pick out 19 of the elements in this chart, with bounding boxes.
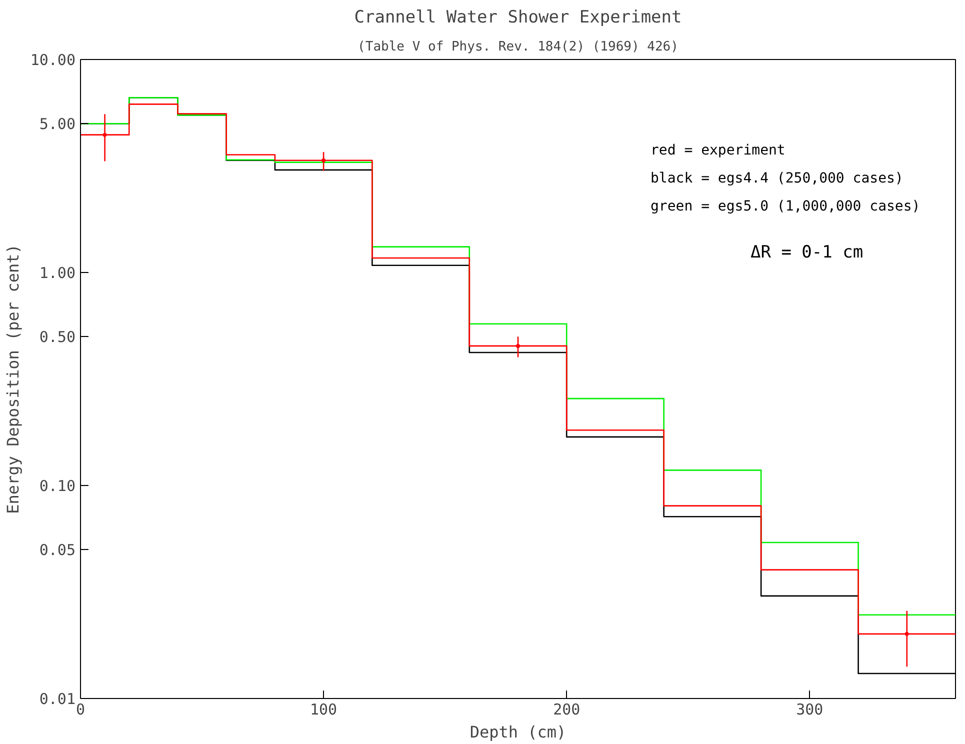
y-tick-label: 10.00 [30,51,76,69]
x-tick-label: 0 [76,700,86,718]
annotation: green = egs5.0 (1,000,000 cases) [650,198,920,214]
y-tick-label: 0.01 [39,690,76,708]
annotation: ΔR = 0-1 cm [750,242,864,262]
x-tick-label: 300 [796,700,824,718]
annotation: black = egs4.4 (250,000 cases) [650,170,904,186]
y-tick-label: 0.50 [39,328,76,346]
chart-subtitle: (Table V of Phys. Rev. 184(2) (1969) 426) [358,40,678,54]
y-tick-label: 0.05 [39,541,76,560]
y-tick-label: 0.10 [39,477,76,495]
y-tick-label: 5.00 [39,115,76,134]
chart-title: Crannell Water Shower Experiment [354,8,682,28]
y-axis-title: Energy Deposition (per cent) [3,244,22,514]
x-tick-label: 100 [310,700,338,718]
x-axis-title: Depth (cm) [470,722,566,742]
y-tick-label: 1.00 [39,264,76,282]
x-tick-label: 200 [553,700,580,718]
annotation: red = experiment [650,142,786,158]
